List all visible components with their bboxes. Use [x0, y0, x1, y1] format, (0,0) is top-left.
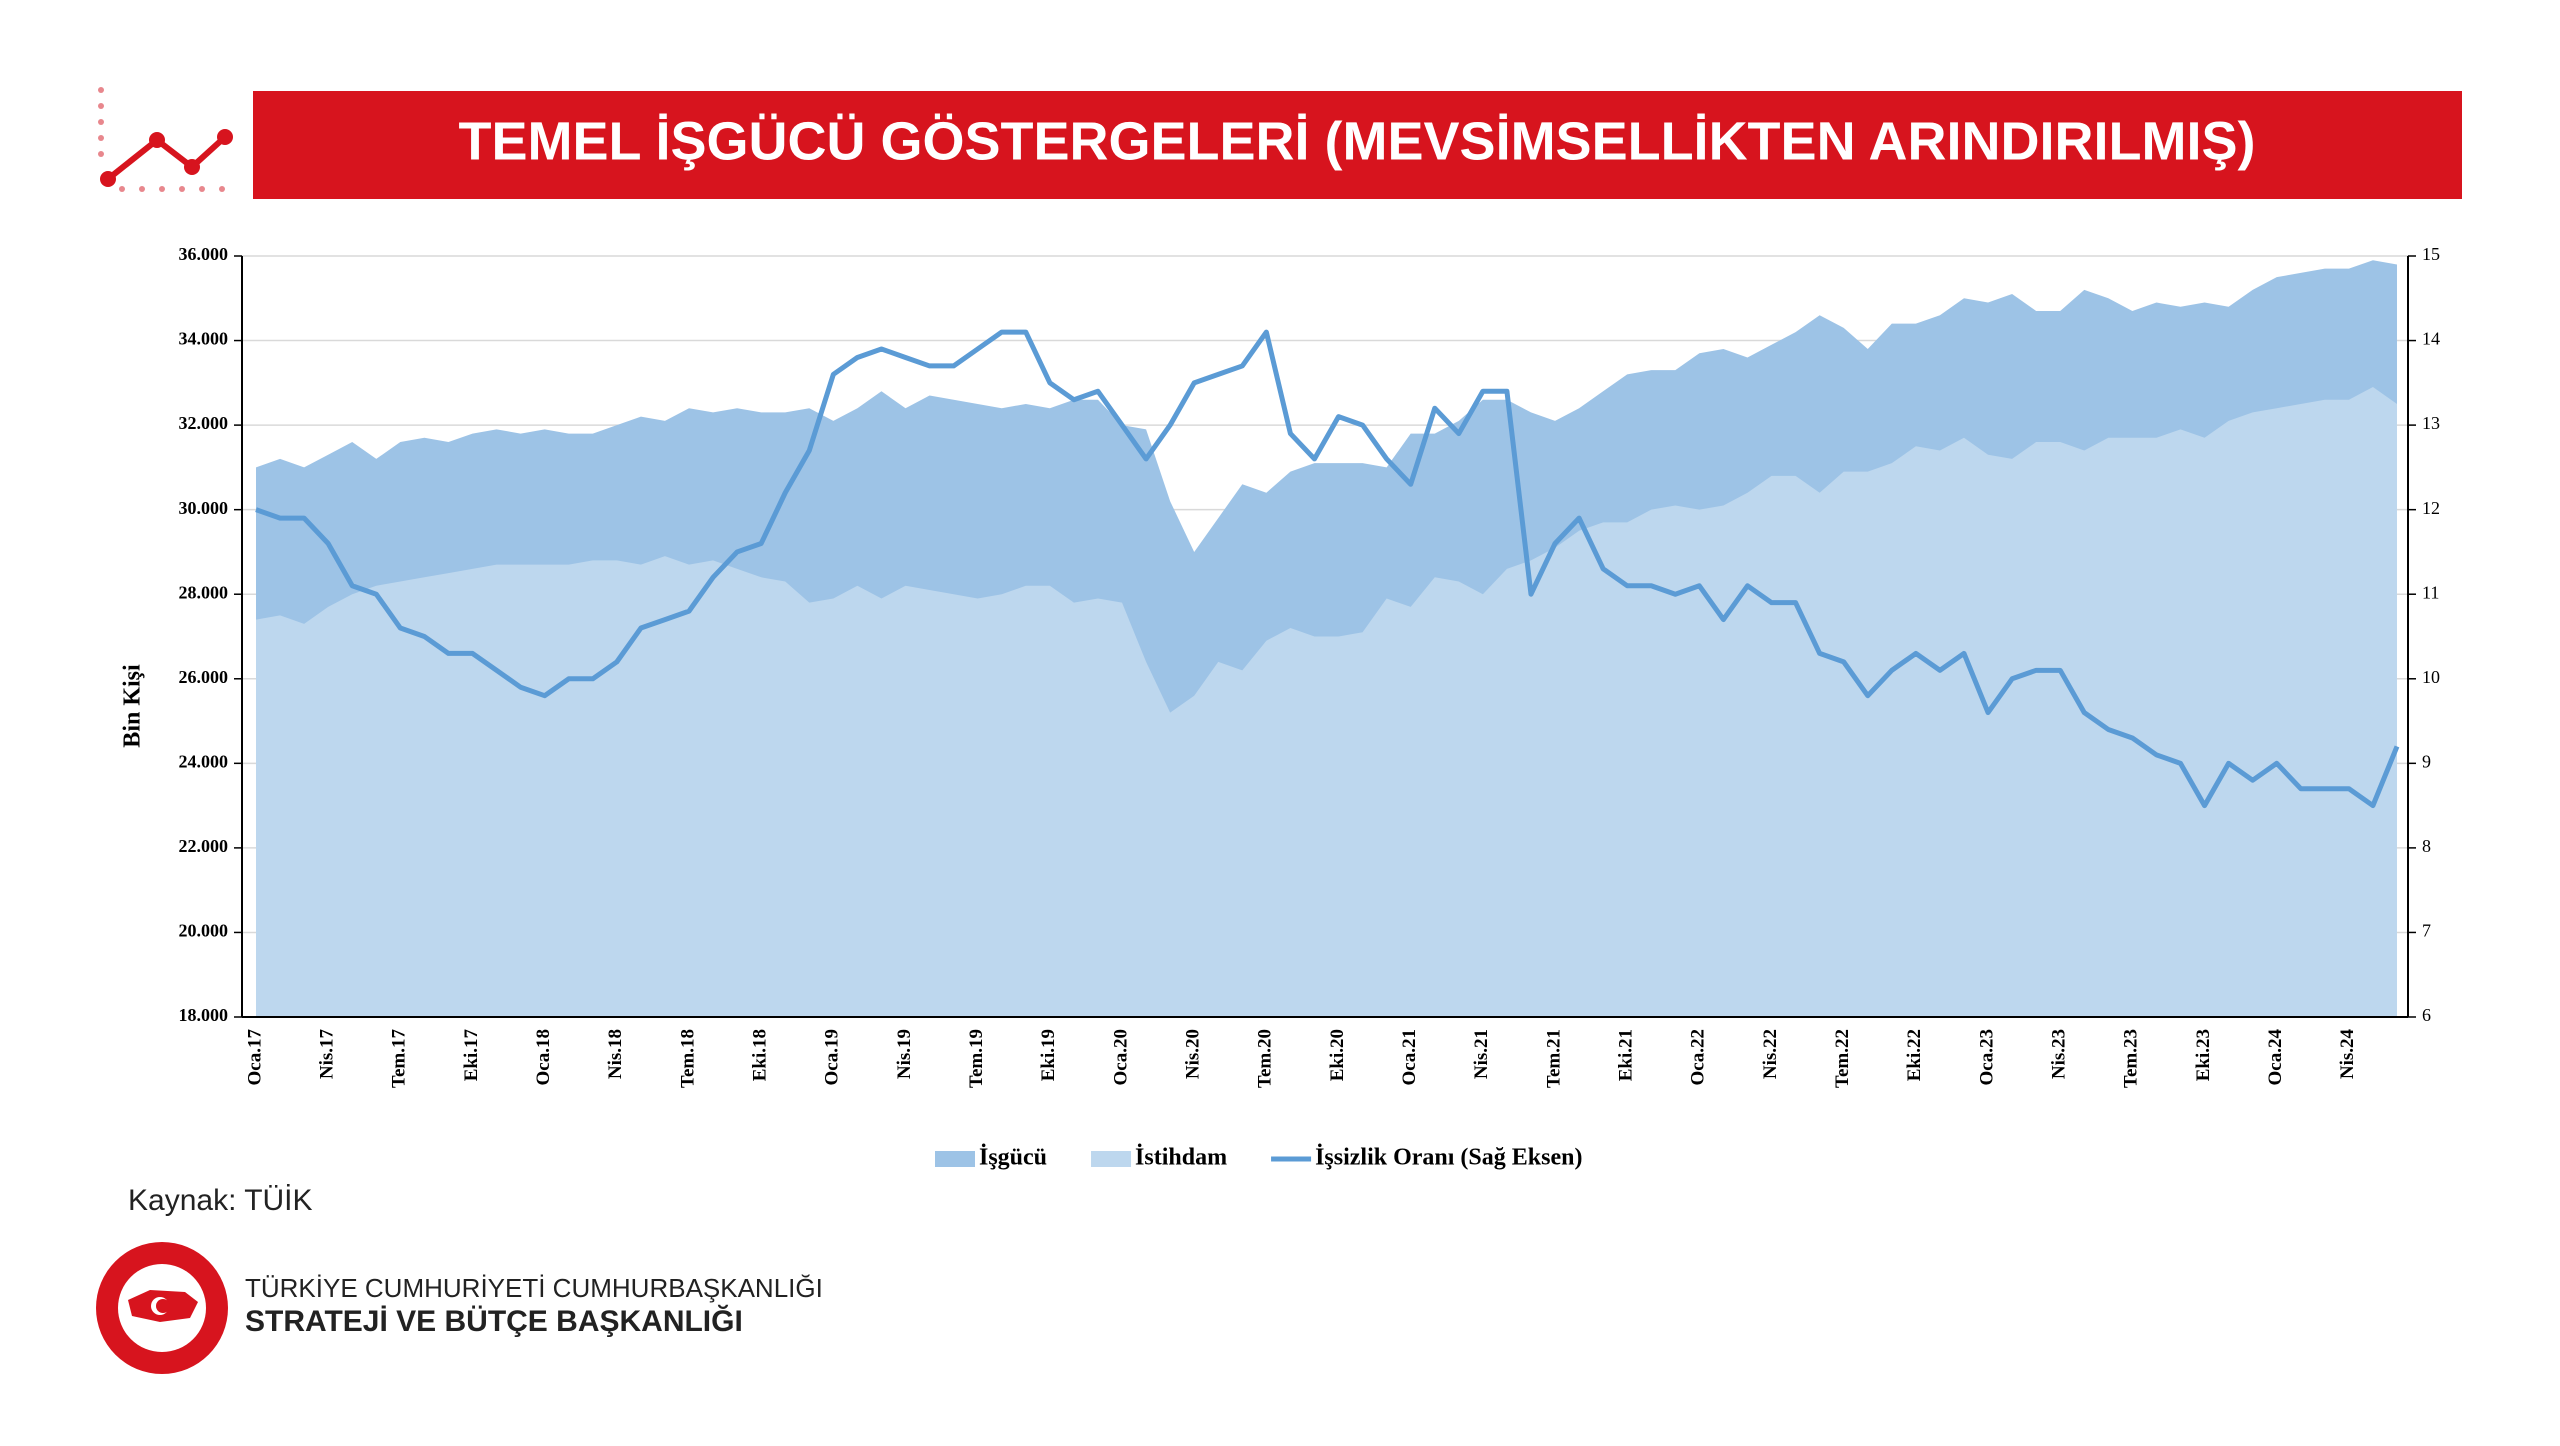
y-axis-label: Bin Kişi [120, 664, 146, 748]
y2-tick-label: 11 [2422, 582, 2439, 602]
y-tick-label: 36.000 [179, 244, 229, 264]
y2-tick-label: 15 [2422, 244, 2440, 264]
y-tick-label: 26.000 [179, 667, 229, 687]
y2-tick-label: 12 [2422, 498, 2440, 518]
legend-swatch [1091, 1151, 1132, 1167]
y-tick-label: 24.000 [179, 751, 229, 771]
y2-tick-label: 6 [2422, 1005, 2431, 1025]
y2-tick-label: 10 [2422, 667, 2440, 687]
y2-tick-label: 14 [2422, 329, 2440, 349]
x-tick-label: Nis.17 [317, 1029, 338, 1080]
x-tick-label: Oca.22 [1688, 1029, 1709, 1085]
x-tick-label: Eki.22 [1904, 1029, 1925, 1081]
legend-item: İşsizlik Oranı (Sağ Eksen) [1271, 1145, 1582, 1171]
x-tick-label: Oca.19 [822, 1029, 843, 1085]
x-tick-label: Eki.20 [1327, 1029, 1348, 1081]
x-tick-label: Tem.19 [966, 1029, 987, 1088]
x-tick-label: Eki.18 [750, 1029, 771, 1081]
legend-label: İstihdam [1135, 1145, 1227, 1171]
x-tick-label: Oca.20 [1110, 1029, 1131, 1085]
x-tick-label: Tem.18 [677, 1029, 698, 1088]
x-tick-label: Nis.19 [894, 1029, 915, 1079]
y2-tick-label: 9 [2422, 751, 2431, 771]
y-tick-label: 30.000 [179, 498, 229, 518]
x-tick-label: Nis.22 [1760, 1029, 1781, 1079]
x-tick-label: Nis.23 [2049, 1029, 2070, 1079]
legend-item: İşgücü [935, 1145, 1047, 1171]
x-tick-label: Eki.17 [461, 1029, 482, 1082]
y2-tick-label: 8 [2422, 836, 2431, 856]
footer-line1: TÜRKİYE CUMHURİYETİ CUMHURBAŞKANLIĞI [245, 1273, 823, 1303]
x-tick-label: Tem.23 [2121, 1029, 2142, 1088]
x-tick-label: Oca.17 [244, 1029, 265, 1086]
y-tick-label: 22.000 [179, 836, 229, 856]
footer-line2: STRATEJİ VE BÜTÇE BAŞKANLIĞI [245, 1304, 743, 1338]
y-tick-label: 32.000 [179, 413, 229, 433]
header-bar [253, 91, 2462, 199]
y2-tick-label: 13 [2422, 413, 2440, 433]
header-title: TEMEL İŞGÜCÜ GÖSTERGELERİ (MEVSİMSELLİKT… [458, 111, 2255, 171]
x-tick-label: Oca.23 [1976, 1029, 1997, 1085]
x-tick-label: Oca.21 [1399, 1029, 1420, 1085]
header-icon [98, 87, 233, 192]
y-tick-label: 34.000 [179, 329, 229, 349]
x-tick-label: Tem.21 [1543, 1029, 1564, 1088]
y-tick-label: 20.000 [179, 921, 229, 941]
x-tick-label: Eki.21 [1616, 1029, 1637, 1081]
x-tick-label: Eki.19 [1038, 1029, 1059, 1081]
x-tick-label: Nis.21 [1471, 1029, 1492, 1079]
legend-label: İşgücü [979, 1145, 1047, 1171]
x-tick-label: Nis.18 [605, 1029, 626, 1079]
source: Kaynak: TÜİK [128, 1184, 313, 1217]
legend-label: İşsizlik Oranı (Sağ Eksen) [1315, 1145, 1582, 1171]
x-tick-label: Tem.17 [389, 1029, 410, 1088]
area [256, 387, 2397, 1017]
y2-tick-label: 7 [2422, 921, 2431, 941]
legend-item: İstihdam [1091, 1145, 1227, 1171]
logo [96, 1242, 228, 1374]
x-tick-label: Oca.24 [2265, 1029, 2286, 1086]
y-tick-label: 18.000 [179, 1005, 229, 1025]
x-tick-label: Nis.24 [2337, 1029, 2358, 1080]
x-tick-label: Tem.22 [1832, 1029, 1853, 1088]
x-tick-label: Oca.18 [533, 1029, 554, 1085]
line [255, 329, 2400, 809]
x-tick-label: Nis.20 [1183, 1029, 1204, 1079]
plot: 18.000 20.000 22.000 24.000 26.000 28.000 30.0… [179, 244, 2441, 1088]
legend-swatch [935, 1151, 975, 1167]
x-tick-label: Tem.20 [1255, 1029, 1276, 1088]
y-tick-label: 28.000 [179, 582, 229, 602]
x-tick-label: Eki.23 [2193, 1029, 2214, 1081]
